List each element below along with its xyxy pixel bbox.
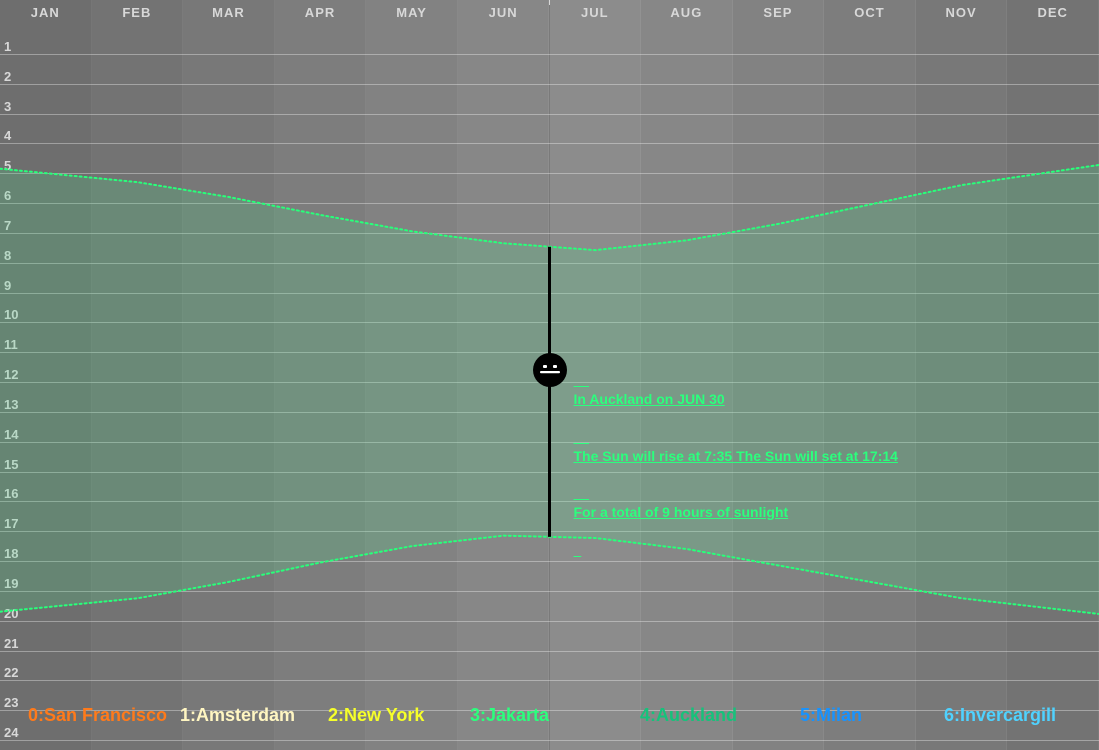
legend-item-auckland[interactable]: 4:Auckland	[640, 705, 737, 726]
hour-gridline	[0, 293, 1099, 294]
hour-label: 7	[4, 218, 11, 233]
hour-label: 14	[4, 427, 18, 442]
hour-label: 21	[4, 636, 18, 651]
month-col-dec: DEC	[1007, 0, 1099, 750]
hour-label: 4	[4, 128, 11, 143]
month-label: DEC	[1037, 5, 1067, 20]
hour-gridline	[0, 173, 1099, 174]
hour-label: 18	[4, 546, 18, 561]
month-col-oct: OCT	[824, 0, 916, 750]
hour-label: 11	[4, 337, 18, 352]
month-col-may: MAY	[366, 0, 458, 750]
hour-gridline	[0, 114, 1099, 115]
month-col-aug: AUG	[641, 0, 733, 750]
legend-item-milan[interactable]: 5:Milan	[800, 705, 862, 726]
hour-gridline	[0, 591, 1099, 592]
hour-label: 6	[4, 188, 11, 203]
hour-gridline	[0, 472, 1099, 473]
hour-label: 1	[4, 39, 11, 54]
month-label: OCT	[854, 5, 884, 20]
hour-gridline	[0, 531, 1099, 532]
month-label: MAY	[396, 5, 427, 20]
hour-gridline	[0, 501, 1099, 502]
hour-label: 13	[4, 397, 18, 412]
month-label: JUL	[581, 5, 609, 20]
hour-gridline	[0, 322, 1099, 323]
hour-label: 15	[4, 457, 18, 472]
daylight-chart[interactable]: JANFEBMARAPRMAYJUNJULAUGSEPOCTNOVDEC 123…	[0, 0, 1099, 750]
month-label: JUN	[489, 5, 518, 20]
city-legend: 0:San Francisco 1:Amsterdam 2:New York 3:Ja…	[0, 702, 1099, 726]
hour-gridline	[0, 84, 1099, 85]
legend-item-invercargill[interactable]: 6:Invercargill	[944, 705, 1056, 726]
month-label: MAR	[212, 5, 245, 20]
hour-label: 22	[4, 665, 18, 680]
month-col-nov: NOV	[916, 0, 1008, 750]
legend-item-san-francisco[interactable]: 0:San Francisco	[28, 705, 167, 726]
hour-gridline	[0, 233, 1099, 234]
hour-label: 8	[4, 248, 11, 263]
hour-label: 5	[4, 158, 11, 173]
hour-gridline	[0, 561, 1099, 562]
cursor-face-icon[interactable]	[532, 352, 568, 388]
hour-label: 16	[4, 486, 18, 501]
month-label: JAN	[31, 5, 60, 20]
hour-label: 20	[4, 606, 18, 621]
hour-label: 2	[4, 69, 11, 84]
hour-gridline	[0, 412, 1099, 413]
hour-label: 10	[4, 307, 18, 322]
month-label: AUG	[670, 5, 702, 20]
legend-item-jakarta[interactable]: 3:Jakarta	[470, 705, 549, 726]
hour-gridline	[0, 621, 1099, 622]
hour-label: 3	[4, 99, 11, 114]
legend-item-new-york[interactable]: 2:New York	[328, 705, 424, 726]
legend-item-amsterdam[interactable]: 1:Amsterdam	[180, 705, 295, 726]
hour-gridline	[0, 442, 1099, 443]
hour-gridline	[0, 143, 1099, 144]
hour-label: 24	[4, 725, 18, 740]
hour-label: 12	[4, 367, 18, 382]
hour-gridline	[0, 680, 1099, 681]
month-label: FEB	[122, 5, 151, 20]
hour-label: 17	[4, 516, 18, 531]
hour-label: 9	[4, 278, 11, 293]
month-col-apr: APR	[275, 0, 367, 750]
month-col-mar: MAR	[183, 0, 275, 750]
hour-gridline	[0, 740, 1099, 741]
hour-gridline	[0, 263, 1099, 264]
month-label: NOV	[946, 5, 977, 20]
month-col-feb: FEB	[92, 0, 184, 750]
hour-label: 19	[4, 576, 18, 591]
month-label: SEP	[763, 5, 792, 20]
hour-gridline	[0, 54, 1099, 55]
month-label: APR	[305, 5, 335, 20]
hour-gridline	[0, 651, 1099, 652]
hour-gridline	[0, 203, 1099, 204]
month-col-sep: SEP	[733, 0, 825, 750]
